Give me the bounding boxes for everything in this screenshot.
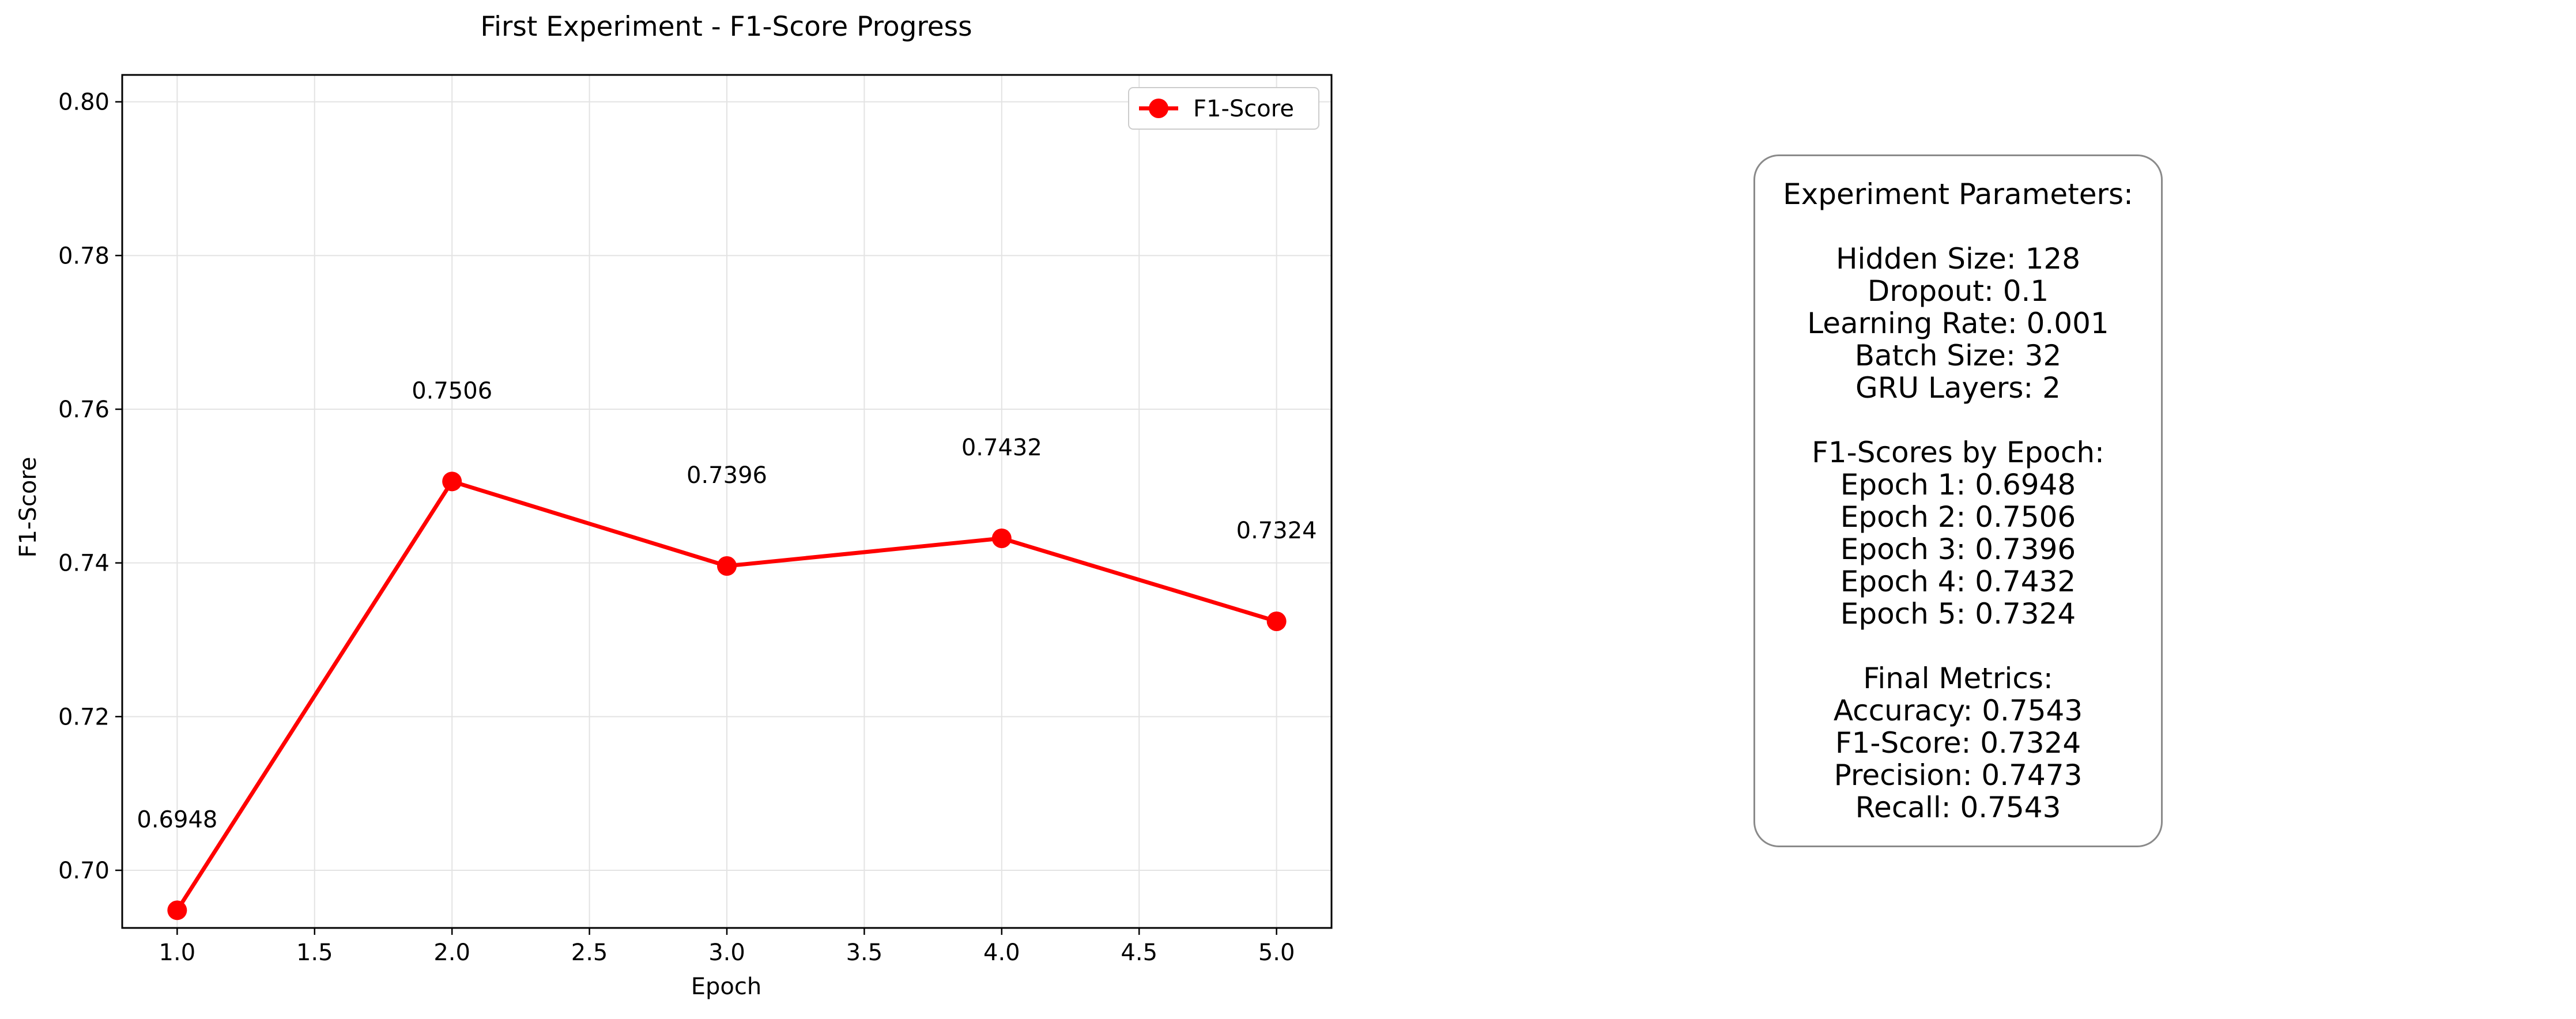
y-axis-label: F1-Score xyxy=(15,457,42,558)
y-tick-label: 0.78 xyxy=(58,243,110,269)
x-tick-label: 3.5 xyxy=(846,939,883,966)
x-tick-label: 2.5 xyxy=(571,939,608,966)
params-heading: Experiment Parameters: xyxy=(1783,178,2133,211)
legend-box xyxy=(1128,87,1319,130)
spacer xyxy=(1755,630,2161,662)
data-point xyxy=(167,900,187,920)
legend-marker xyxy=(1149,99,1168,118)
final-recall: Recall: 0.7543 xyxy=(1855,791,2061,824)
param-gru-layers: GRU Layers: 2 xyxy=(1855,371,2061,405)
data-point xyxy=(991,529,1012,548)
score-epoch-3: Epoch 3: 0.7396 xyxy=(1840,533,2076,566)
x-tick-label: 2.0 xyxy=(433,939,470,966)
x-axis-label: Epoch xyxy=(691,973,761,1000)
spacer xyxy=(1755,210,2161,243)
legend-label: F1-Score xyxy=(1193,96,1294,122)
data-label: 0.7396 xyxy=(687,462,767,489)
y-tick-label: 0.74 xyxy=(58,550,110,577)
x-tick-label: 4.5 xyxy=(1121,939,1157,966)
final-f1-score: F1-Score: 0.7324 xyxy=(1835,726,2081,760)
data-point xyxy=(1266,612,1287,631)
x-tick-label: 5.0 xyxy=(1258,939,1295,966)
series-layer xyxy=(167,471,1287,920)
y-tick-label: 0.70 xyxy=(58,858,110,884)
score-epoch-2: Epoch 2: 0.7506 xyxy=(1840,500,2076,534)
x-tick-label: 1.0 xyxy=(159,939,196,966)
final-precision: Precision: 0.7473 xyxy=(1834,758,2083,792)
data-label: 0.7432 xyxy=(961,435,1042,461)
data-label: 0.7506 xyxy=(412,378,492,404)
tick-labels: 1.0 1.5 2.0 2.5 3.0 3.5 4.0 4.5 5.0 0.70 0.72 0.74 0… xyxy=(58,89,1295,966)
plot-frame xyxy=(121,74,1333,929)
y-tick-label: 0.76 xyxy=(58,397,110,423)
spacer xyxy=(1755,404,2161,436)
param-batch-size: Batch Size: 32 xyxy=(1854,339,2062,372)
score-epoch-5: Epoch 5: 0.7324 xyxy=(1840,597,2076,631)
score-epoch-1: Epoch 1: 0.6948 xyxy=(1840,468,2076,501)
data-point xyxy=(717,556,737,576)
score-epoch-4: Epoch 4: 0.7432 xyxy=(1840,565,2076,598)
data-point xyxy=(442,471,462,492)
data-labels: 0.6948 0.7506 0.7396 0.7432 0.7324 xyxy=(137,378,1317,833)
data-label: 0.6948 xyxy=(137,806,217,833)
final-accuracy: Accuracy: 0.7543 xyxy=(1833,694,2083,727)
y-tick-label: 0.72 xyxy=(58,704,110,730)
x-tick-label: 3.0 xyxy=(708,939,745,966)
axes-frame xyxy=(115,74,1333,935)
scores-heading: F1-Scores by Epoch: xyxy=(1812,436,2104,469)
final-heading: Final Metrics: xyxy=(1863,662,2053,695)
legend: F1-Score xyxy=(1128,87,1319,130)
param-learning-rate: Learning Rate: 0.001 xyxy=(1807,307,2109,340)
x-tick-label: 1.5 xyxy=(296,939,333,966)
experiment-parameters-box: Experiment Parameters: Hidden Size: 128 … xyxy=(1753,154,2163,847)
grid-lines xyxy=(122,75,1332,928)
x-tick-label: 4.0 xyxy=(983,939,1020,966)
y-tick-label: 0.80 xyxy=(58,89,110,116)
data-label: 0.7324 xyxy=(1236,518,1317,544)
chart-title: First Experiment - F1-Score Progress xyxy=(480,11,972,43)
param-dropout: Dropout: 0.1 xyxy=(1867,274,2049,308)
param-hidden-size: Hidden Size: 128 xyxy=(1835,242,2081,275)
